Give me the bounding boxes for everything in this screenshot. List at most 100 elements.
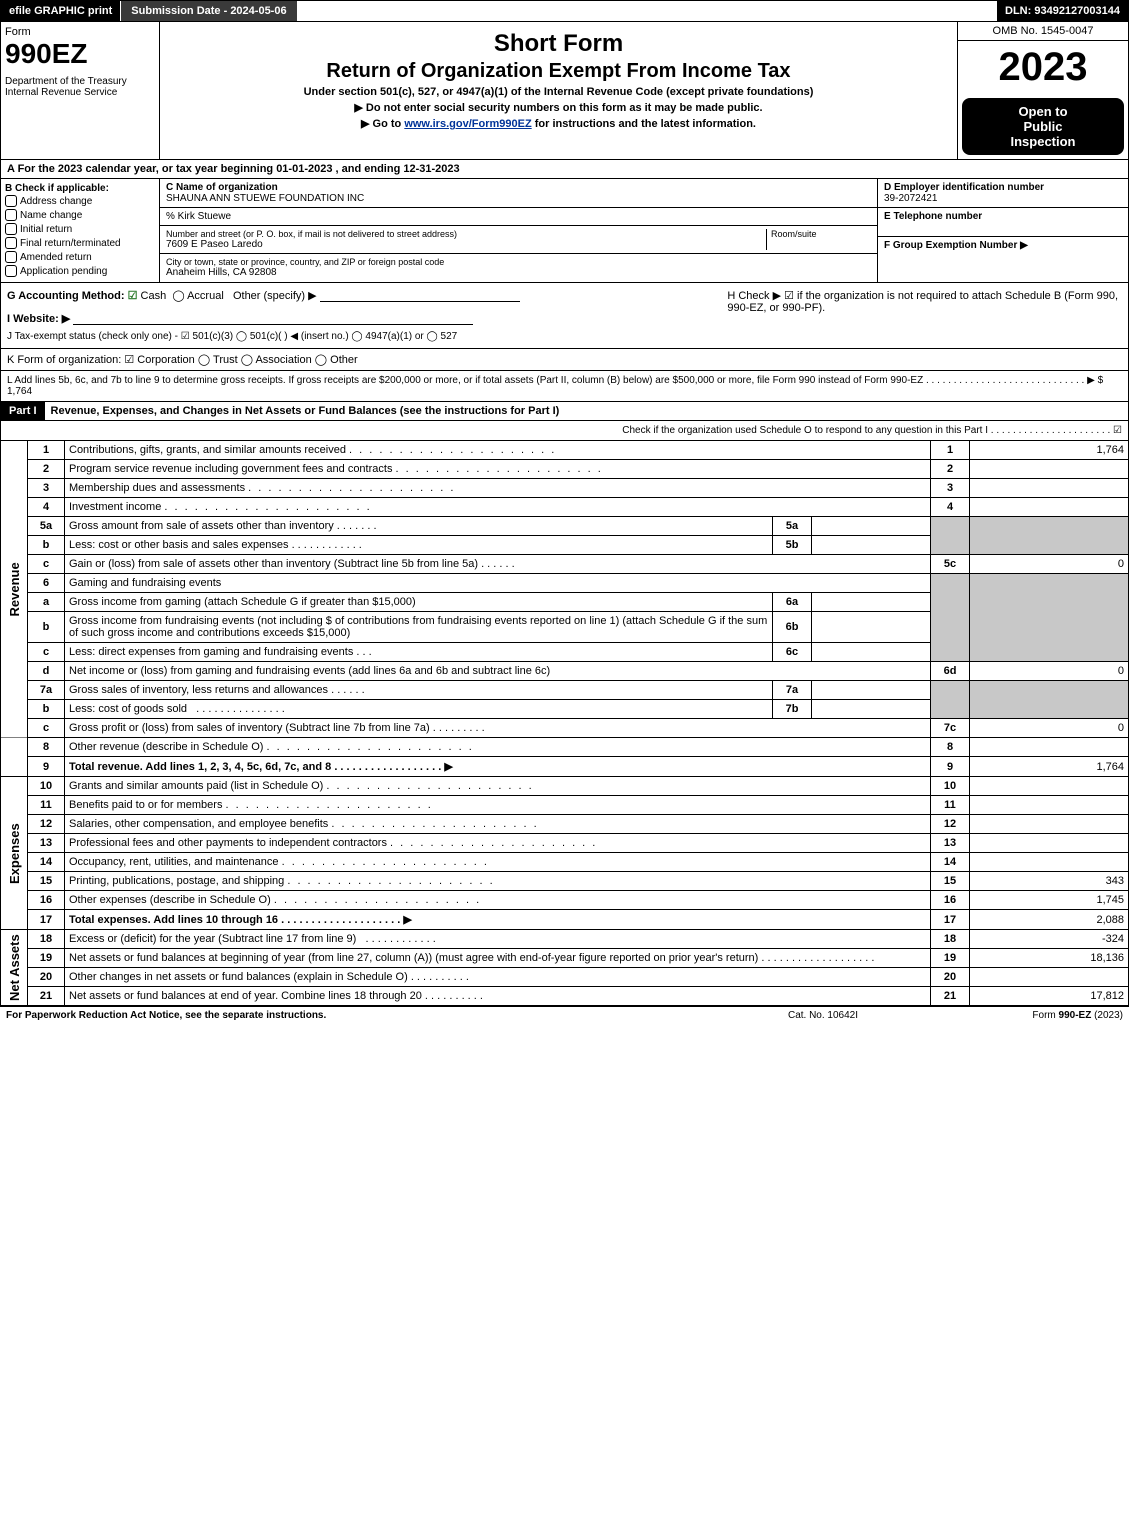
line-20-val bbox=[970, 968, 1129, 987]
line-6d-rn: 6d bbox=[931, 662, 970, 681]
line-7b-mv bbox=[812, 700, 931, 719]
open-line-3: Inspection bbox=[968, 134, 1118, 149]
line-6-desc: Gaming and fundraising events bbox=[65, 574, 931, 593]
check-amended-return[interactable]: Amended return bbox=[5, 250, 155, 264]
line-1-val: 1,764 bbox=[970, 441, 1129, 460]
line-12-num: 12 bbox=[28, 815, 65, 834]
line-14-rn: 14 bbox=[931, 853, 970, 872]
line-7b-num: b bbox=[28, 700, 65, 719]
line-13-num: 13 bbox=[28, 834, 65, 853]
check-initial-return[interactable]: Initial return bbox=[5, 222, 155, 236]
line-2-rn: 2 bbox=[931, 460, 970, 479]
e-label: E Telephone number bbox=[884, 211, 1122, 222]
line-13-desc: Professional fees and other payments to … bbox=[65, 834, 931, 853]
g-other-field[interactable] bbox=[320, 289, 520, 302]
irs-link[interactable]: www.irs.gov/Form990EZ bbox=[404, 118, 531, 130]
line-7ab-grey bbox=[931, 681, 970, 719]
line-21-num: 21 bbox=[28, 987, 65, 1006]
line-5a-num: 5a bbox=[28, 517, 65, 536]
section-b: B Check if applicable: Address change Na… bbox=[1, 179, 160, 282]
l-line: L Add lines 5b, 6c, and 7b to line 9 to … bbox=[0, 371, 1129, 402]
line-2-num: 2 bbox=[28, 460, 65, 479]
omb-number: OMB No. 1545-0047 bbox=[958, 22, 1128, 41]
line-4-num: 4 bbox=[28, 498, 65, 517]
line-6a-mn: 6a bbox=[773, 593, 812, 612]
line-3-rn: 3 bbox=[931, 479, 970, 498]
line-6d-val: 0 bbox=[970, 662, 1129, 681]
submission-date: Submission Date - 2024-05-06 bbox=[121, 1, 296, 21]
d-label: D Employer identification number bbox=[884, 182, 1122, 193]
ssn-warning: ▶ Do not enter social security numbers o… bbox=[166, 101, 951, 114]
line-15-num: 15 bbox=[28, 872, 65, 891]
goto-post: for instructions and the latest informat… bbox=[532, 118, 756, 130]
line-5a-mn: 5a bbox=[773, 517, 812, 536]
room-label: Room/suite bbox=[766, 229, 871, 250]
line-19-rn: 19 bbox=[931, 949, 970, 968]
check-name-change[interactable]: Name change bbox=[5, 208, 155, 222]
open-line-1: Open to bbox=[968, 104, 1118, 119]
g-accrual: Accrual bbox=[187, 290, 224, 302]
f-label: F Group Exemption Number ▶ bbox=[884, 240, 1122, 251]
line-17-num: 17 bbox=[28, 910, 65, 930]
line-8-rn: 8 bbox=[931, 738, 970, 757]
check-address-change[interactable]: Address change bbox=[5, 194, 155, 208]
line-8-val bbox=[970, 738, 1129, 757]
line-19-desc: Net assets or fund balances at beginning… bbox=[65, 949, 931, 968]
expenses-side-label: Expenses bbox=[1, 777, 28, 930]
dept-1: Department of the Treasury bbox=[5, 76, 155, 87]
part-i-header: Part I Revenue, Expenses, and Changes in… bbox=[0, 402, 1129, 421]
line-5c-desc: Gain or (loss) from sale of assets other… bbox=[65, 555, 931, 574]
line-4-rn: 4 bbox=[931, 498, 970, 517]
revenue-side-label: Revenue bbox=[1, 441, 28, 738]
line-9-rn: 9 bbox=[931, 757, 970, 777]
line-1-rn: 1 bbox=[931, 441, 970, 460]
line-15-desc: Printing, publications, postage, and shi… bbox=[65, 872, 931, 891]
line-14-val bbox=[970, 853, 1129, 872]
line-5c-num: c bbox=[28, 555, 65, 574]
section-d-e-f: D Employer identification number 39-2072… bbox=[877, 179, 1128, 282]
part-i-check: Check if the organization used Schedule … bbox=[0, 421, 1129, 441]
section-b-to-f: B Check if applicable: Address change Na… bbox=[0, 179, 1129, 283]
line-10-val bbox=[970, 777, 1129, 796]
line-6b-num: b bbox=[28, 612, 65, 643]
line-5b-mv bbox=[812, 536, 931, 555]
line-9-val: 1,764 bbox=[970, 757, 1129, 777]
main-title: Return of Organization Exempt From Incom… bbox=[166, 60, 951, 83]
line-21-desc: Net assets or fund balances at end of ye… bbox=[65, 987, 931, 1006]
g-other: Other (specify) ▶ bbox=[233, 290, 317, 302]
line-17-rn: 17 bbox=[931, 910, 970, 930]
line-14-num: 14 bbox=[28, 853, 65, 872]
line-1-desc: Contributions, gifts, grants, and simila… bbox=[65, 441, 931, 460]
line-16-num: 16 bbox=[28, 891, 65, 910]
line-18-num: 18 bbox=[28, 930, 65, 949]
line-7a-mn: 7a bbox=[773, 681, 812, 700]
line-11-desc: Benefits paid to or for members bbox=[65, 796, 931, 815]
h-line: H Check ▶ ☑ if the organization is not r… bbox=[717, 289, 1122, 342]
efile-print-button[interactable]: efile GRAPHIC print bbox=[1, 1, 121, 21]
website-field[interactable] bbox=[73, 312, 473, 325]
b-label: B Check if applicable: bbox=[5, 183, 155, 194]
line-6-num: 6 bbox=[28, 574, 65, 593]
line-20-rn: 20 bbox=[931, 968, 970, 987]
line-1-num: 1 bbox=[28, 441, 65, 460]
line-8-desc: Other revenue (describe in Schedule O) bbox=[65, 738, 931, 757]
check-application-pending[interactable]: Application pending bbox=[5, 264, 155, 278]
line-6d-desc: Net income or (loss) from gaming and fun… bbox=[65, 662, 931, 681]
line-14-desc: Occupancy, rent, utilities, and maintena… bbox=[65, 853, 931, 872]
top-bar: efile GRAPHIC print Submission Date - 20… bbox=[0, 0, 1129, 22]
open-to-public: Open to Public Inspection bbox=[962, 98, 1124, 155]
goto-pre: ▶ Go to bbox=[361, 118, 404, 130]
line-12-val bbox=[970, 815, 1129, 834]
line-20-num: 20 bbox=[28, 968, 65, 987]
tax-year: 2023 bbox=[958, 41, 1128, 94]
line-2-val bbox=[970, 460, 1129, 479]
line-19-num: 19 bbox=[28, 949, 65, 968]
line-6-grey-v bbox=[970, 574, 1129, 662]
line-5ab-grey bbox=[931, 517, 970, 555]
line-5a-desc: Gross amount from sale of assets other t… bbox=[65, 517, 773, 536]
line-7ab-grey-v bbox=[970, 681, 1129, 719]
org-name: SHAUNA ANN STUEWE FOUNDATION INC bbox=[166, 193, 871, 204]
line-6b-mn: 6b bbox=[773, 612, 812, 643]
page-footer: For Paperwork Reduction Act Notice, see … bbox=[0, 1006, 1129, 1024]
check-final-return[interactable]: Final return/terminated bbox=[5, 236, 155, 250]
